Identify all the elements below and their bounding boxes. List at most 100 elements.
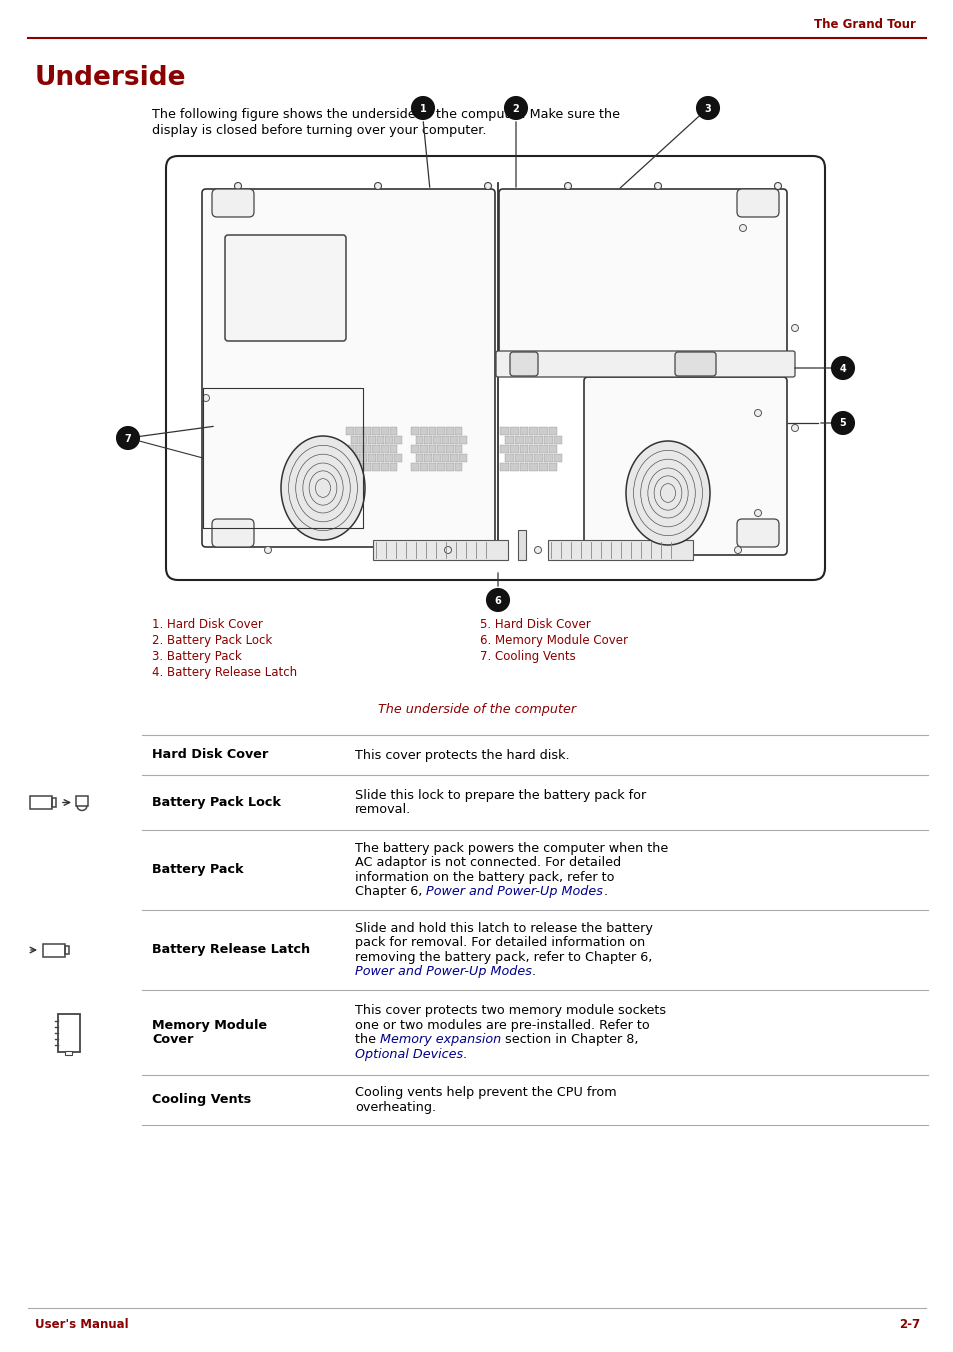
Bar [429,426,436,434]
Bar [429,445,436,453]
Text: the: the [355,1033,379,1046]
Bar [52,798,56,807]
Text: AC adaptor is not connected. For detailed: AC adaptor is not connected. For detaile… [355,856,620,869]
Circle shape [791,324,798,331]
Bar [419,445,427,453]
Bar [538,445,547,453]
Text: .: . [462,1048,467,1061]
Bar [394,453,401,461]
Bar [519,462,528,470]
Circle shape [774,183,781,189]
Bar [394,435,401,443]
Bar [455,426,462,434]
Ellipse shape [281,435,365,539]
Bar [547,539,692,560]
FancyBboxPatch shape [212,189,253,218]
Text: 6. Memory Module Cover: 6. Memory Module Cover [479,634,627,648]
Text: 2-7: 2-7 [898,1318,919,1332]
Bar [411,462,418,470]
Text: Cooling vents help prevent the CPU from: Cooling vents help prevent the CPU from [355,1086,616,1099]
Bar [372,462,379,470]
Bar [500,462,509,470]
Circle shape [412,97,434,119]
Bar [548,426,557,434]
FancyBboxPatch shape [498,189,786,366]
Text: The battery pack powers the computer when the: The battery pack powers the computer whe… [355,842,667,854]
Circle shape [791,425,798,431]
Bar [510,426,518,434]
Circle shape [486,589,509,611]
Bar [385,453,393,461]
Bar [363,426,371,434]
Bar [355,445,362,453]
Bar [446,426,454,434]
Circle shape [754,510,760,516]
Bar [455,462,462,470]
Text: Battery Pack: Battery Pack [152,864,243,876]
Bar [524,453,533,461]
Bar [500,445,509,453]
Bar [505,453,514,461]
Bar [372,426,379,434]
Bar [553,453,561,461]
Bar [363,462,371,470]
Bar [385,435,393,443]
Circle shape [444,546,451,553]
Bar [419,426,427,434]
Bar [43,944,65,956]
FancyBboxPatch shape [583,377,786,556]
Bar [376,435,384,443]
Bar [346,462,354,470]
Circle shape [754,410,760,416]
FancyBboxPatch shape [212,519,253,548]
Text: 5. Hard Disk Cover: 5. Hard Disk Cover [479,618,590,631]
Text: 4: 4 [839,364,845,373]
Circle shape [264,546,272,553]
Bar [529,445,537,453]
FancyBboxPatch shape [510,352,537,376]
Text: Slide this lock to prepare the battery pack for: Slide this lock to prepare the battery p… [355,788,645,802]
Circle shape [654,183,660,189]
Text: 5: 5 [839,419,845,429]
Bar [446,445,454,453]
Bar [510,445,518,453]
Bar [543,435,552,443]
Bar [534,453,542,461]
Text: 1: 1 [419,104,426,114]
Text: .: . [532,965,536,979]
Bar [515,453,523,461]
Bar [450,435,457,443]
Bar [458,453,466,461]
Bar [524,435,533,443]
Text: Battery Release Latch: Battery Release Latch [152,944,310,956]
Text: .: . [602,886,607,898]
Bar [76,795,88,806]
Bar [351,453,358,461]
Circle shape [534,546,541,553]
Circle shape [734,546,740,553]
Bar [429,462,436,470]
Text: The underside of the computer: The underside of the computer [377,703,576,717]
Circle shape [564,183,571,189]
Bar [416,435,423,443]
Bar [368,435,375,443]
Bar [368,453,375,461]
Text: The Grand Tour: The Grand Tour [813,19,915,31]
Circle shape [117,427,139,449]
Bar [529,426,537,434]
Circle shape [831,357,853,379]
Text: 4. Battery Release Latch: 4. Battery Release Latch [152,667,296,679]
Bar [346,445,354,453]
Text: 7. Cooling Vents: 7. Cooling Vents [479,650,576,662]
Text: information on the battery pack, refer to: information on the battery pack, refer t… [355,871,614,884]
Text: Power and Power-Up Modes: Power and Power-Up Modes [355,965,532,979]
Bar [424,453,432,461]
Bar [455,445,462,453]
Text: removal.: removal. [355,803,411,817]
Circle shape [739,224,745,231]
Bar [381,426,389,434]
Bar [376,453,384,461]
Bar [548,445,557,453]
Circle shape [375,183,381,189]
Bar [517,530,525,560]
